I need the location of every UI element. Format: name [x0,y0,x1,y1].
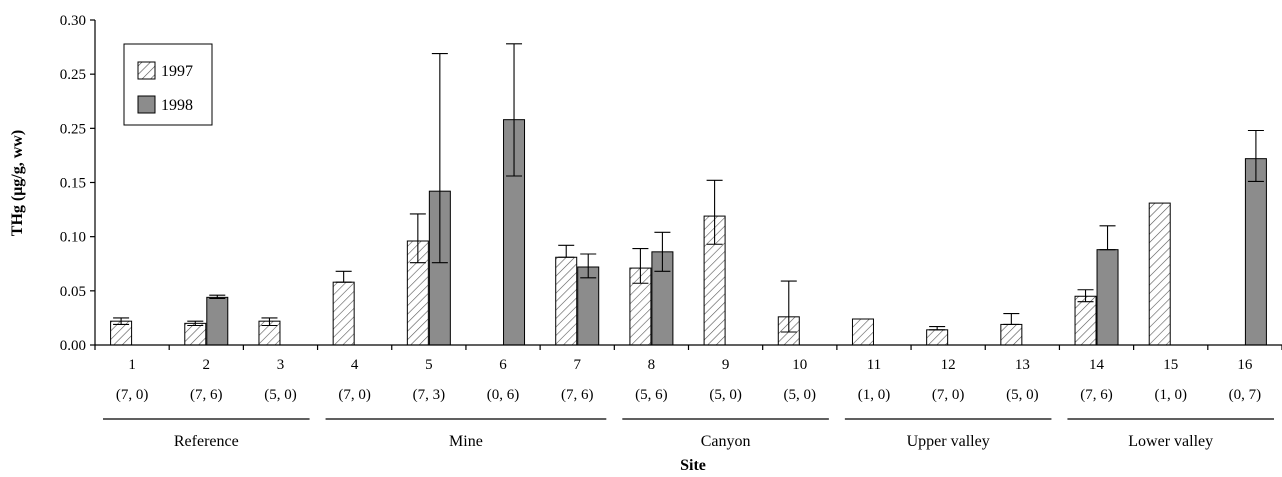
x-tick-label: 4 [351,357,359,373]
bar-1998-site-2 [206,296,229,346]
y-tick-label: 0.05 [60,284,86,300]
error-bar-1998-site-6 [506,43,523,177]
bar-1998-site-16 [1244,158,1267,346]
group-label: Upper valley [907,433,990,450]
error-bar-1997-site-2 [187,320,204,327]
y-ticks: 0.00 0.05 0.10 0.15 0.25 0.25 0.30 [60,13,95,354]
sample-size-label: (0, 7) [1229,387,1262,403]
group-label: Reference [174,433,239,450]
bars-layer [110,119,1267,346]
sample-size-label: (7, 6) [561,387,594,403]
bar-1997-site-13 [1000,323,1023,346]
error-bar-1997-site-10 [780,280,797,333]
bar-1997-site-7 [555,256,578,346]
x-tick-label: 14 [1089,357,1105,373]
x-tick-label: 5 [425,357,433,373]
y-axis-title: THg (μg/g, ww) [9,130,26,236]
sample-size-label: (7, 6) [190,387,223,403]
error-bar-1998-site-16 [1247,129,1264,182]
site-group: Mine [325,418,607,450]
bar-1997-site-12 [926,329,949,346]
error-bar-1998-site-8 [654,231,671,272]
site-group: Canyon [622,418,829,450]
error-bar-1997-site-14 [1077,289,1094,303]
y-tick-label: 0.25 [60,67,86,83]
sample-size-label: (7, 6) [1080,387,1113,403]
sample-size-label: (7, 0) [932,387,965,403]
sample-size-label: (1, 0) [858,387,891,403]
x-tick-label: 6 [499,357,507,373]
error-bar-1997-site-1 [113,317,130,325]
y-tick-label: 0.15 [60,176,86,192]
x-tick-label: 8 [648,357,656,373]
x-tick-label: 3 [277,357,285,373]
error-bar-1997-site-8 [632,248,649,284]
y-tick-label: 0.30 [60,13,86,29]
sample-size-label: (7, 0) [338,387,371,403]
legend-swatch-1997 [137,61,156,80]
error-bar-1997-site-7 [558,244,575,258]
x-tick-label: 1 [128,357,136,373]
error-bar-1998-site-5 [431,53,448,264]
x-tick-label: 9 [722,357,730,373]
sample-size-label: (7, 3) [413,387,446,403]
site-group: Upper valley [844,418,1052,450]
legend-label-1998: 1998 [161,97,193,114]
legend-item-1997: 1997 [137,61,193,80]
sample-size-label: (0, 6) [487,387,520,403]
x-axis-title: Site [680,457,706,474]
x-tick-label: 15 [1163,357,1178,373]
error-bar-1997-site-5 [409,213,426,264]
x-tick-label: 13 [1015,357,1030,373]
sample-size-label: (7, 0) [116,387,149,403]
group-label: Canyon [701,433,751,450]
error-bar-1997-site-9 [706,179,723,245]
legend-item-1998: 1998 [137,95,193,114]
error-bar-1998-site-7 [580,253,597,279]
x-ticks: 1 2 3 4 5 6 7 8 9 10 11 12 13 14 15 16 [94,345,1282,373]
bar-1998-site-14 [1096,249,1119,346]
site-groups: Reference Mine Canyon Upper valley Lower val… [103,418,1274,450]
x-tick-label: 11 [867,357,881,373]
sample-size-labels: (7, 0) (7, 6) (5, 0) (7, 0) (7, 3) (0, 6) (7, … [116,387,1261,403]
sample-size-label: (5, 0) [1006,387,1039,403]
y-tick-label: 0.25 [60,121,86,137]
bar-1998-site-7 [577,266,600,346]
site-group: Reference [103,418,310,450]
x-tick-label: 2 [203,357,211,373]
bar-1997-site-2 [184,322,207,346]
bar-1997-site-14 [1074,295,1097,346]
sample-size-label: (5, 6) [635,387,668,403]
sample-size-label: (5, 0) [784,387,817,403]
x-tick-label: 7 [573,357,581,373]
sample-size-label: (5, 0) [709,387,742,403]
sample-size-label: (1, 0) [1154,387,1187,403]
group-label: Mine [449,433,483,450]
error-bars-layer [113,43,1264,333]
bar-1997-site-4 [332,281,355,346]
error-bar-1998-site-2 [209,294,226,299]
error-bar-1997-site-13 [1003,313,1020,325]
y-tick-label: 0.00 [60,338,86,354]
legend: 1997 1998 [123,43,213,126]
site-group: Lower valley [1067,418,1274,450]
error-bar-1997-site-3 [261,317,278,327]
sample-size-label: (5, 0) [264,387,297,403]
legend-swatch-1998 [137,95,156,114]
x-tick-label: 16 [1237,357,1253,373]
x-tick-label: 12 [941,357,956,373]
error-bar-1998-site-14 [1099,225,1116,251]
error-bar-1997-site-4 [335,270,352,283]
y-tick-label: 0.10 [60,230,86,246]
bar-1997-site-15 [1148,202,1171,346]
group-label: Lower valley [1128,433,1213,450]
bar-1997-site-11 [851,318,874,346]
legend-label-1997: 1997 [161,63,193,80]
error-bar-1997-site-12 [929,326,946,331]
x-tick-label: 10 [792,357,807,373]
